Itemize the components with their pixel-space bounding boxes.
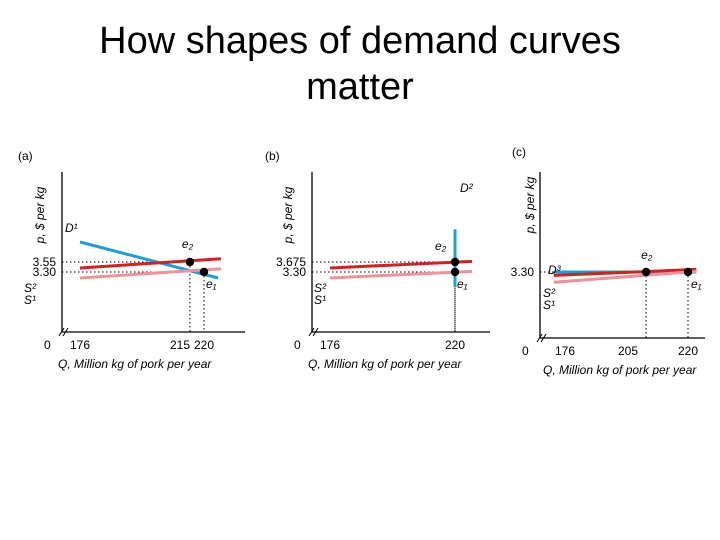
panel-1-series-line-1 <box>79 240 219 280</box>
panel-2-x-axis-label: Q, Million kg of pork per year <box>308 357 462 371</box>
panel-3-y-axis-label: p, $ per kg <box>523 176 537 234</box>
panel-3-x-tick-label-1: 176 <box>555 344 575 358</box>
panel-1-series-label-1: D¹ <box>65 221 78 235</box>
panel-3-equilibrium-label-1: e₂ <box>641 248 653 262</box>
panel-2-series-label-2: S² <box>314 281 327 295</box>
panel-1-y-tick-label-2: 3.30 <box>33 265 57 279</box>
panel-2-y-axis-label: p, $ per kg <box>281 186 295 244</box>
panel-1-series-label-3: S¹ <box>24 293 36 307</box>
panel-1-x-axis-label: Q, Million kg of pork per year <box>58 357 212 371</box>
slide-title: How shapes of demand curves matter <box>0 18 720 110</box>
panel-1-y-tick-label-1: 3.55 <box>33 255 57 269</box>
panel-2-x-tick-label-2: 220 <box>445 338 465 352</box>
panel-1-series-label-2: S² <box>24 281 37 295</box>
panel-3-axis-break-1 <box>536 333 543 343</box>
panel-3-axis-break-2 <box>540 333 547 343</box>
panel-1-series-line-3 <box>79 267 222 280</box>
panel-2-axis-break-1 <box>308 327 315 337</box>
panel-3-y-tick-label-1: 3.30 <box>511 265 535 279</box>
panel-1-origin-label: 0 <box>44 338 51 352</box>
panel-1-equilibrium-label-2: e₁ <box>206 277 217 291</box>
panel-3-series-label-3: S¹ <box>543 298 555 312</box>
panel-2-equilibrium-label-2: e₁ <box>457 277 468 291</box>
panel-3-x-axis-label: Q, Million kg of pork per year <box>543 363 697 377</box>
panel-2-equilibrium-point-2 <box>450 267 460 277</box>
panel-3-x-tick-label-2: 205 <box>618 344 638 358</box>
panel-2-origin-label: 0 <box>294 338 301 352</box>
panel-3-panel-label: (c) <box>512 145 526 159</box>
panel-1-axis-break-2 <box>62 327 69 337</box>
panel-3-equilibrium-label-2: e₁ <box>691 277 702 291</box>
panel-1-series-line-2 <box>79 257 222 270</box>
panel-3-origin-label: 0 <box>522 344 529 358</box>
panel-3-series-line-3 <box>553 269 697 284</box>
panel-2-series-label-1: D² <box>460 181 474 195</box>
slide-title-line-2: matter <box>306 66 414 108</box>
panel-1-x-tick-label-2: 215 <box>170 338 190 352</box>
panel-3-equilibrium-point-1 <box>641 267 651 277</box>
panel-1-axis-break-1 <box>58 327 65 337</box>
panel-1-y-axis-label: p, $ per kg <box>33 186 47 244</box>
panel-2-series-line-2 <box>329 259 473 270</box>
panel-1-equilibrium-label-1: e₂ <box>182 237 194 251</box>
panel-2-y-tick-label-2: 3.30 <box>283 265 307 279</box>
panel-1-x-tick-label-3: 220 <box>194 338 214 352</box>
panel-2-series-line-3 <box>329 269 473 280</box>
panel-3-series-line-2 <box>553 267 697 277</box>
panel-2-equilibrium-label-1: e₂ <box>435 239 447 253</box>
panel-2-equilibrium-point-1 <box>450 257 460 267</box>
panel-2-axis-break-2 <box>312 327 319 337</box>
panel-3-equilibrium-point-2 <box>683 267 693 277</box>
panel-2-series-label-3: S¹ <box>314 293 326 307</box>
panel-3-x-tick-label-3: 220 <box>678 344 698 358</box>
panel-1-x-tick-label-1: 176 <box>70 338 90 352</box>
panel-2-x-tick-label-1: 176 <box>320 338 340 352</box>
panel-1-equilibrium-point-1 <box>185 257 195 267</box>
panel-3-series-label-1: D³ <box>548 263 562 277</box>
panel-1-equilibrium-point-2 <box>199 267 209 277</box>
panel-2-y-tick-label-1: 3.675 <box>276 255 306 269</box>
slide-title-line-1: How shapes of demand curves <box>99 20 621 62</box>
panel-3-series-label-2: S² <box>543 286 556 300</box>
panel-1-panel-label: (a) <box>18 149 33 163</box>
panel-2-panel-label: (b) <box>265 149 280 163</box>
